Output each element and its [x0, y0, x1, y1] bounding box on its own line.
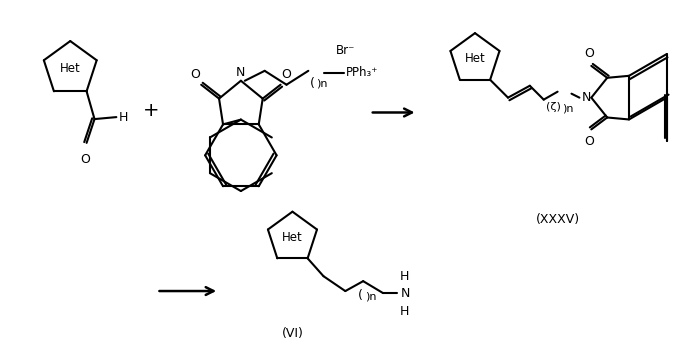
Text: H: H — [119, 111, 128, 124]
Text: (: ( — [311, 77, 315, 90]
Text: N: N — [581, 91, 591, 104]
Text: Het: Het — [465, 52, 485, 66]
Text: Het: Het — [60, 62, 81, 75]
Text: O: O — [81, 153, 91, 166]
Text: )n: )n — [316, 79, 328, 89]
Text: H: H — [400, 305, 410, 318]
Text: PPh₃⁺: PPh₃⁺ — [346, 66, 378, 79]
Text: O: O — [584, 47, 594, 60]
Text: O: O — [191, 68, 200, 81]
Text: N: N — [401, 287, 410, 299]
Text: Het: Het — [282, 231, 303, 244]
Text: O: O — [584, 135, 594, 148]
Text: Br⁻: Br⁻ — [336, 45, 355, 58]
Text: +: + — [143, 101, 160, 120]
Text: (ζ): (ζ) — [546, 102, 561, 112]
Text: )n: )n — [365, 291, 377, 301]
Text: (VI): (VI) — [281, 327, 304, 340]
Text: )n: )n — [563, 104, 574, 114]
Text: N: N — [236, 66, 246, 79]
Text: O: O — [281, 68, 292, 81]
Text: H: H — [400, 270, 410, 283]
Text: (: ( — [358, 289, 363, 302]
Text: (XXXV): (XXXV) — [536, 213, 580, 226]
